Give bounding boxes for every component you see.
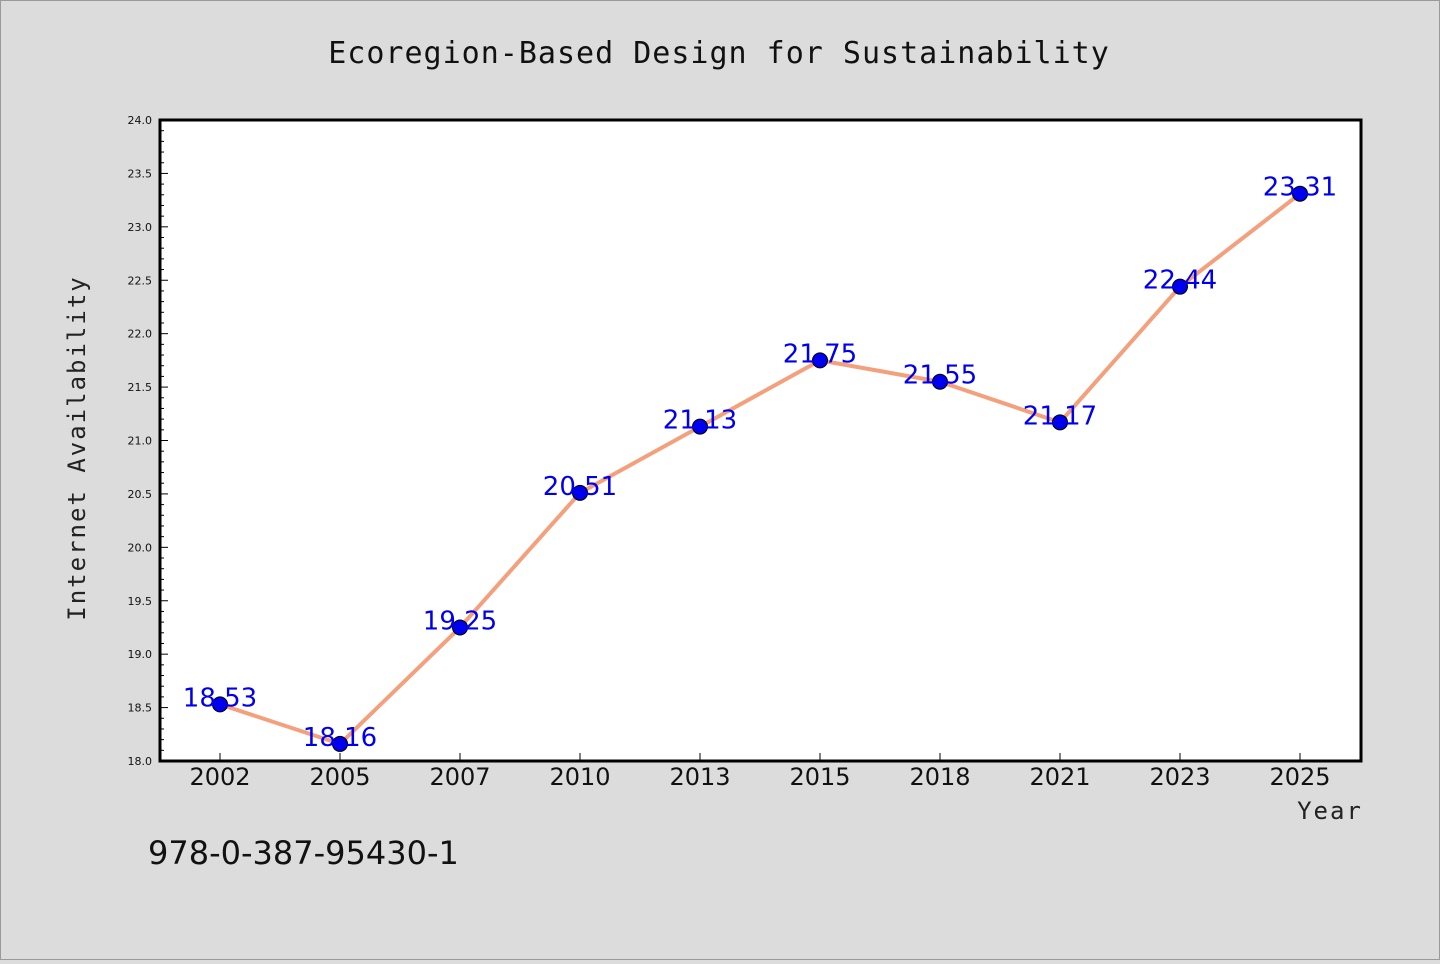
data-label-2007: 19.25 (423, 606, 497, 636)
data-point-2007 (452, 619, 468, 636)
data-point-2013 (692, 418, 708, 435)
y-tick-label: 18.0 (128, 755, 153, 768)
y-tick-label: 23.0 (128, 221, 153, 234)
y-tick-label: 18.5 (128, 702, 153, 715)
y-tick-label: 24.0 (128, 114, 153, 127)
x-axis-label: Year (1297, 797, 1363, 825)
data-label-2021: 21.17 (1023, 401, 1097, 431)
data-label-2005: 18.16 (303, 723, 377, 753)
x-axis-ticks: 2002 2005 2007 2010 2013 2015 2018 2021 2023 2025 (189, 753, 1331, 791)
y-tick-label: 23.5 (128, 167, 153, 180)
x-tick-label: 2007 (429, 763, 490, 791)
plot-area (158, 118, 1363, 763)
data-label-2015: 21.75 (783, 339, 857, 369)
x-tick-label: 2021 (1029, 763, 1090, 791)
data-point-2005 (332, 735, 348, 752)
x-tick-label: 2015 (789, 763, 850, 791)
y-axis-label: Internet Availability (63, 275, 91, 620)
data-label-2023: 22.44 (1143, 266, 1217, 296)
y-tick-label: 19.0 (128, 648, 153, 661)
data-label-2013: 21.13 (663, 406, 737, 436)
data-point-2021 (1052, 414, 1068, 431)
y-tick-label: 22.0 (128, 328, 153, 341)
x-tick-label: 2013 (669, 763, 730, 791)
data-point-2025 (1292, 185, 1308, 202)
y-tick-label: 21.0 (128, 435, 153, 448)
footnote-isbn: 978-0-387-95430-1 (148, 834, 459, 872)
data-label-2018: 21.55 (903, 361, 977, 391)
data-label-2002: 18.53 (183, 683, 257, 713)
y-tick-label: 19.5 (128, 595, 153, 608)
y-tick-label: 20.0 (128, 541, 153, 554)
data-point-2015 (812, 352, 828, 369)
data-label-group: 18.53 18.16 19.25 20.51 21.13 21.75 21.55 21.17… (183, 173, 1337, 753)
data-point-2010 (572, 484, 588, 501)
x-tick-label: 2005 (309, 763, 370, 791)
series-line (218, 191, 1302, 746)
x-tick-label: 2018 (909, 763, 970, 791)
y-tick-label: 21.5 (128, 381, 153, 394)
x-tick-label: 2002 (189, 763, 250, 791)
data-point-2002 (212, 696, 228, 713)
data-label-2025: 23.31 (1263, 173, 1337, 203)
data-point-2023 (1172, 278, 1188, 295)
x-tick-label: 2010 (549, 763, 610, 791)
y-axis-ticks: 18.0 18.5 19.0 19.5 20.0 20.5 21.0 21.5 22.0 22.5… (128, 114, 168, 768)
x-tick-label: 2025 (1269, 763, 1330, 791)
series-line-group (212, 185, 1308, 752)
data-label-2010: 20.51 (543, 472, 617, 502)
y-tick-label: 20.5 (128, 488, 153, 501)
data-point-2018 (932, 373, 948, 390)
y-tick-label: 22.5 (128, 274, 153, 287)
chart-title: Ecoregion-Based Design for Sustainabilit… (328, 36, 1110, 71)
x-tick-label: 2023 (1149, 763, 1210, 791)
